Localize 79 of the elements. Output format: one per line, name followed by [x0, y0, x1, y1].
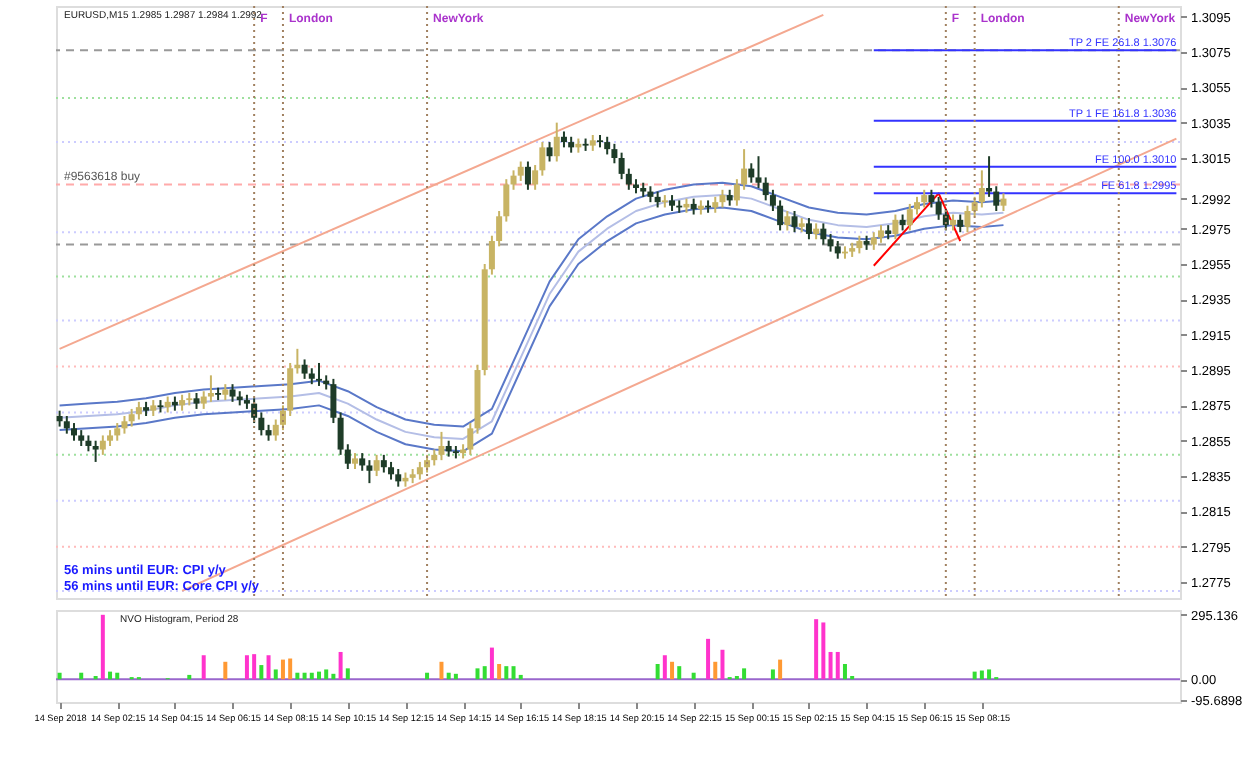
bar: [814, 619, 819, 680]
candlestick: [330, 377, 337, 425]
bar: [244, 655, 249, 680]
bar: [972, 671, 977, 680]
bar: [259, 665, 264, 680]
candlestick: [784, 209, 791, 232]
bar: [223, 661, 228, 680]
bar: [295, 672, 300, 680]
bar: [497, 663, 502, 680]
bar: [742, 668, 747, 680]
bar: [504, 666, 509, 680]
bar: [115, 672, 120, 680]
bar: [439, 661, 444, 680]
candlestick: [510, 169, 517, 191]
candlestick: [805, 217, 812, 241]
bar: [706, 638, 711, 680]
bar: [670, 661, 675, 680]
candlestick: [935, 195, 942, 221]
candlestick: [553, 121, 560, 163]
bar: [187, 674, 192, 680]
bar: [475, 668, 480, 680]
candlestick: [315, 361, 322, 387]
bar: [828, 651, 833, 680]
candlestick: [92, 439, 99, 463]
candlestick: [791, 209, 798, 234]
bar: [778, 659, 783, 680]
bar: [425, 672, 430, 680]
bar: [482, 666, 487, 680]
bar: [446, 672, 451, 680]
bar: [252, 654, 257, 680]
candlestick: [301, 358, 308, 380]
candlestick: [99, 434, 106, 456]
candlestick: [524, 160, 531, 191]
candlestick: [373, 453, 380, 478]
bar: [280, 659, 285, 680]
candlestick: [748, 162, 755, 184]
bar: [288, 658, 293, 680]
bar: [345, 668, 350, 680]
bar: [691, 672, 696, 680]
bar: [821, 622, 826, 680]
candlestick: [467, 422, 474, 456]
bar: [266, 655, 271, 680]
bar: [770, 669, 775, 680]
candlestick: [438, 430, 445, 462]
bar: [79, 672, 84, 680]
bar: [273, 669, 278, 680]
bar: [338, 651, 343, 680]
candlestick: [207, 374, 214, 403]
bar: [302, 672, 307, 680]
bar: [316, 671, 321, 680]
bar: [835, 651, 840, 680]
bar: [309, 672, 314, 680]
bar: [331, 673, 336, 680]
bar: [720, 649, 725, 680]
candlestick: [906, 202, 913, 232]
bar: [518, 674, 523, 680]
bar: [201, 655, 206, 680]
bar: [511, 666, 516, 680]
candlestick: [517, 160, 524, 182]
candlestick: [546, 141, 553, 163]
bar: [987, 669, 992, 680]
bar: [453, 673, 458, 680]
candlestick: [820, 222, 827, 246]
candlestick: [964, 204, 971, 234]
bar: [100, 614, 105, 680]
bar: [677, 666, 682, 680]
bar: [57, 672, 62, 680]
bar: [489, 647, 494, 680]
bar: [655, 663, 660, 680]
candlestick: [978, 169, 985, 209]
bar: [662, 655, 667, 680]
candlestick: [611, 142, 618, 165]
bar: [713, 661, 718, 680]
candlestick: [366, 459, 373, 485]
bar: [108, 671, 113, 680]
candlestick: [892, 213, 899, 241]
bar: [842, 663, 847, 680]
bar: [324, 669, 329, 680]
bar: [979, 670, 984, 680]
